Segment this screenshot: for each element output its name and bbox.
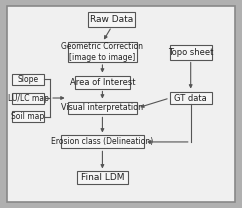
Text: LU/LC map: LU/LC map xyxy=(8,94,48,103)
FancyBboxPatch shape xyxy=(12,74,44,84)
Text: Topo sheet: Topo sheet xyxy=(168,48,213,57)
FancyBboxPatch shape xyxy=(12,111,44,123)
Text: Final LDM: Final LDM xyxy=(81,173,124,182)
FancyBboxPatch shape xyxy=(170,92,212,104)
FancyBboxPatch shape xyxy=(12,93,44,104)
FancyBboxPatch shape xyxy=(60,135,144,149)
Text: Erosion class (Delineation): Erosion class (Delineation) xyxy=(51,137,153,146)
Text: Soil map: Soil map xyxy=(11,113,45,121)
FancyBboxPatch shape xyxy=(7,6,235,202)
FancyBboxPatch shape xyxy=(68,102,137,114)
Text: Area of Interest: Area of Interest xyxy=(70,78,135,87)
FancyBboxPatch shape xyxy=(68,42,137,62)
Text: Geometric Correction
[image to image]: Geometric Correction [image to image] xyxy=(61,42,144,62)
Text: GT data: GT data xyxy=(174,94,207,103)
Text: Visual interpretation: Visual interpretation xyxy=(61,104,144,113)
FancyBboxPatch shape xyxy=(89,12,135,27)
Text: Slope: Slope xyxy=(17,74,39,84)
FancyBboxPatch shape xyxy=(170,45,212,59)
Text: Raw Data: Raw Data xyxy=(90,15,133,24)
FancyBboxPatch shape xyxy=(77,171,128,184)
FancyBboxPatch shape xyxy=(75,76,130,89)
